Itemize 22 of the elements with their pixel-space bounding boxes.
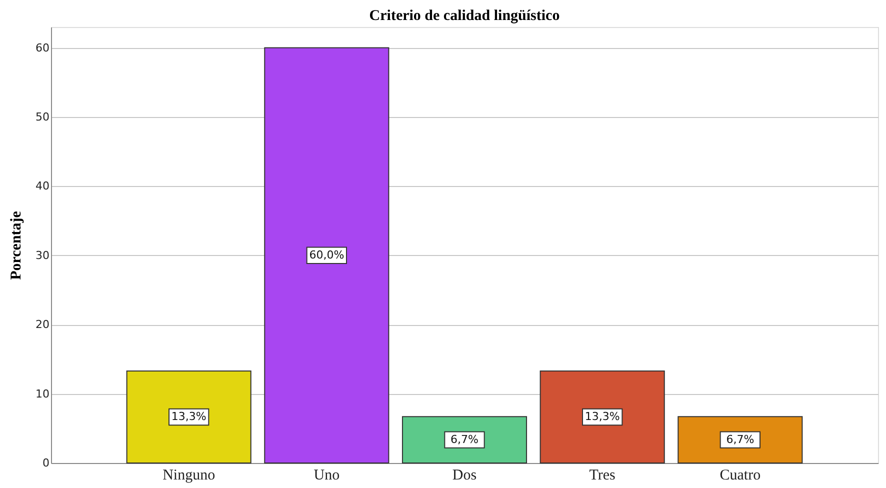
- data-label: 13,3%: [584, 410, 620, 423]
- y-tick-label: 20: [36, 318, 50, 332]
- data-label: 13,3%: [171, 410, 206, 423]
- bar: [264, 47, 390, 464]
- y-tick-label: 60: [36, 41, 50, 54]
- x-tick-label: Ninguno: [162, 468, 216, 484]
- y-tick-label: 0: [42, 456, 50, 470]
- y-tick-label: 50: [36, 110, 50, 124]
- x-tick-label: Tres: [589, 468, 616, 484]
- x-tick-label: Uno: [314, 468, 340, 484]
- bar: [126, 370, 252, 464]
- x-tick-label: Cuatro: [720, 468, 761, 484]
- y-axis-title: Porcentaje: [8, 210, 25, 280]
- data-label: 6,7%: [450, 432, 478, 446]
- y-tick-label: 40: [36, 180, 50, 193]
- data-label: 6,7%: [726, 432, 754, 446]
- data-label: 60,0%: [309, 248, 344, 262]
- y-tick-label: 10: [36, 387, 50, 400]
- chart-title: Criterio de calidad lingüístico: [369, 8, 560, 24]
- y-tick-label: 30: [36, 248, 50, 262]
- bar: [540, 370, 665, 464]
- x-tick-label: Dos: [452, 468, 477, 484]
